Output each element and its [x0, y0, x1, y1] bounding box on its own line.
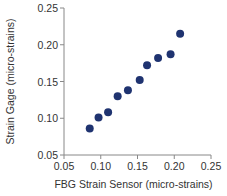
point [167, 50, 175, 58]
point [136, 76, 144, 84]
y-axis-label: Strain Gage (micro-strains) [4, 18, 16, 144]
point [95, 114, 103, 122]
y-tick [60, 81, 64, 82]
point [176, 30, 184, 38]
x-tick-label: 0.15 [127, 160, 148, 172]
y-tick [60, 8, 64, 9]
chart: 0.05 0.10 0.15 0.20 0.25 0.05 0.10 0.15 0.20 0.25… [0, 0, 227, 196]
y-tick [60, 118, 64, 119]
x-tick [211, 155, 212, 159]
x-tick-label: 0.05 [54, 160, 75, 172]
y-tick-label: 0.05 [38, 149, 59, 161]
point [86, 125, 94, 133]
x-tick-label: 0.20 [164, 160, 185, 172]
x-tick [100, 155, 101, 159]
point [154, 54, 162, 62]
point [124, 86, 132, 94]
point [104, 108, 112, 116]
x-tick [64, 155, 65, 159]
y-tick-label: 0.25 [38, 2, 59, 14]
y-tick-label: 0.20 [38, 39, 59, 51]
y-tick [60, 155, 64, 156]
x-tick [174, 155, 175, 159]
points [86, 30, 184, 133]
x-axis-label: FBG Strain Sensor (micro-strains) [54, 178, 212, 190]
x-tick-label: 0.25 [201, 160, 222, 172]
x-tick [137, 155, 138, 159]
point [143, 61, 151, 69]
y-tick [60, 44, 64, 45]
y-tick-label: 0.10 [38, 112, 59, 124]
point [114, 92, 122, 100]
x-tick-label: 0.10 [91, 160, 112, 172]
y-tick-label: 0.15 [38, 76, 59, 88]
